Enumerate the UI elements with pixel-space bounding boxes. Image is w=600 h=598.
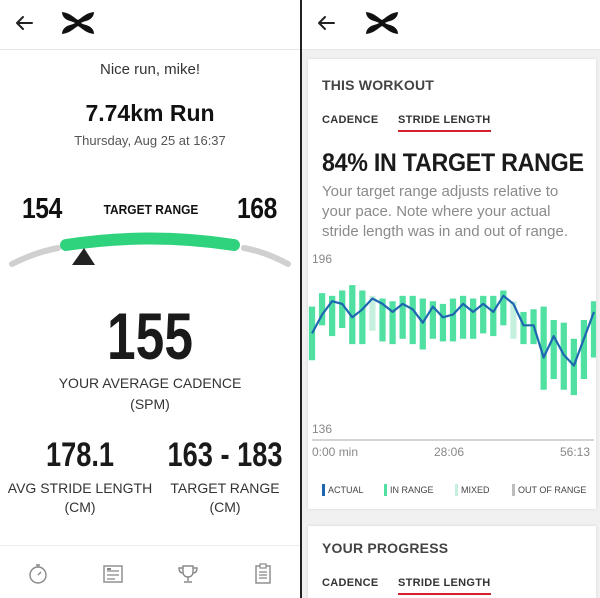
gauge-left-segment (9, 245, 61, 267)
range-bar (480, 295, 487, 334)
run-title: 7.74km Run (85, 100, 215, 126)
range-bar (520, 311, 527, 345)
range-bar (500, 290, 507, 326)
range-bar (419, 298, 426, 350)
your-progress-title: YOUR PROGRESS (322, 540, 449, 556)
average-cadence-value: 155 (107, 299, 193, 373)
range-bar (339, 290, 346, 329)
top-bar-right (302, 0, 600, 50)
range-bar (399, 295, 406, 339)
in-range-headline: 84% IN TARGET RANGE (322, 149, 584, 177)
under-armour-logo-icon (62, 12, 94, 34)
range-bar (490, 295, 497, 337)
range-bar (359, 290, 366, 345)
under-armour-logo-icon (366, 12, 398, 34)
range-bar (379, 298, 386, 342)
actual-stride-line (311, 294, 596, 367)
target-range-stat: 163 - 183 TARGET RANGE (CM) (150, 436, 300, 515)
range-bar (510, 301, 517, 339)
clipboard-icon[interactable] (252, 563, 274, 585)
average-cadence-label: YOUR AVERAGE CADENCE (58, 375, 242, 391)
tab-cadence[interactable]: CADENCE (322, 114, 379, 126)
chart-legend: ACTUAL IN RANGE MIXED OUT OF RANGE (322, 483, 592, 497)
chart-plot (308, 285, 596, 441)
gauge-marker (72, 248, 95, 265)
range-bar (550, 319, 557, 380)
range-bar (459, 295, 467, 339)
screen-divider (300, 0, 302, 598)
bottom-nav (0, 545, 300, 598)
average-cadence-unit: (SPM) (130, 396, 170, 412)
target-range-value: 163 - 183 (167, 436, 283, 474)
trophy-icon[interactable] (177, 563, 199, 585)
target-range-stat-label: TARGET RANGE (170, 480, 280, 496)
avg-stride-label: AVG STRIDE LENGTH (7, 480, 153, 496)
back-arrow-icon[interactable] (314, 9, 338, 37)
range-bar (570, 338, 577, 396)
range-bar (580, 319, 588, 380)
range-bar (369, 295, 376, 331)
back-arrow-icon[interactable] (12, 9, 36, 37)
your-progress-card: YOUR PROGRESS CADENCE STRIDE LENGTH (308, 526, 596, 598)
range-bar (349, 285, 356, 345)
range-bar (439, 303, 447, 342)
progress-tab-stride-length[interactable]: STRIDE LENGTH (398, 577, 491, 595)
stopwatch-icon[interactable] (27, 563, 49, 585)
right-screen: THIS WORKOUT CADENCE STRIDE LENGTH 84% I… (302, 0, 600, 598)
gauge-target-segment (60, 232, 240, 251)
range-bar (329, 295, 336, 337)
avg-stride-stat: 178.1 AVG STRIDE LENGTH (CM) (5, 436, 155, 515)
gauge-right-segment (241, 245, 291, 267)
top-bar (0, 0, 300, 50)
this-workout-title: THIS WORKOUT (322, 77, 435, 93)
stride-length-chart: 196 136 0:00 min 28:06 56:13 (308, 247, 596, 467)
range-bar (318, 293, 326, 326)
x-tick-start: 0:00 min (312, 445, 359, 459)
range-bar (540, 306, 547, 390)
x-tick-end: 56:13 (560, 445, 591, 459)
this-workout-card: THIS WORKOUT CADENCE STRIDE LENGTH 84% I… (308, 59, 596, 509)
range-bar (429, 301, 436, 339)
workout-description: Your target range adjusts relative to yo… (322, 183, 568, 240)
run-date: Thursday, Aug 25 at 16:37 (74, 133, 226, 148)
y-tick-top: 196 (312, 252, 333, 266)
progress-tab-cadence[interactable]: CADENCE (322, 577, 379, 589)
greeting-text: Nice run, mike! (99, 61, 201, 78)
target-range-stat-unit: (CM) (209, 499, 241, 515)
range-bar (389, 301, 396, 345)
list-card-icon[interactable] (102, 563, 124, 585)
range-bar (590, 301, 596, 358)
cadence-gauge (9, 232, 291, 267)
tab-stride-length[interactable]: STRIDE LENGTH (398, 114, 491, 132)
avg-stride-value: 178.1 (45, 436, 115, 474)
avg-stride-unit: (CM) (64, 499, 96, 515)
target-range-high: 168 (237, 193, 277, 225)
range-bar (449, 298, 457, 342)
target-range-low: 154 (22, 193, 62, 225)
left-screen: Nice run, mike! 7.74km Run Thursday, Aug… (0, 0, 300, 598)
y-tick-bottom: 136 (312, 422, 333, 436)
range-bar (409, 295, 416, 345)
range-bar (470, 298, 477, 339)
x-tick-mid: 28:06 (434, 445, 465, 459)
target-range-label: TARGET RANGE (103, 202, 199, 217)
